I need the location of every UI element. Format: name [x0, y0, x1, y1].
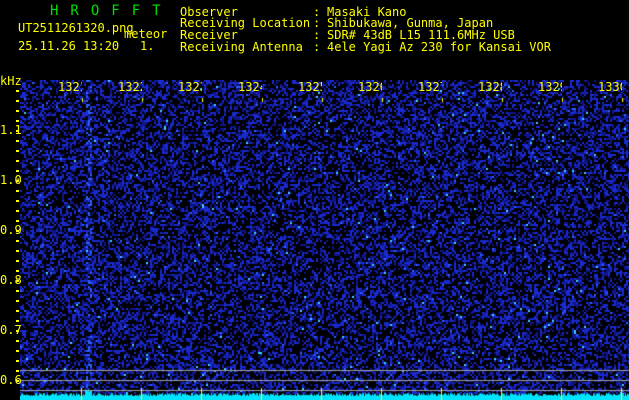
y-tick-label: 1.1 [0, 123, 22, 137]
x-tick-label: 1323 [178, 80, 202, 94]
y-tick-label: 0.9 [0, 223, 22, 237]
file-name: UT2511261320.png [18, 21, 134, 35]
y-tick-mark [16, 300, 19, 302]
y-tick-mark [16, 330, 19, 332]
y-tick-mark [16, 270, 19, 272]
y-unit: kHz [0, 74, 22, 88]
observer-value: Masaki Kano [327, 5, 407, 19]
x-tick-label: 1322 [118, 80, 142, 94]
location-value: Shibukawa, Gunma, Japan [327, 16, 494, 30]
y-tick-mark [16, 210, 19, 212]
y-tick-mark [16, 160, 19, 162]
colon: : [313, 5, 321, 19]
y-tick-mark [16, 310, 19, 312]
observer-label: Observer [180, 5, 238, 19]
y-tick-mark [16, 360, 19, 362]
colon: : [313, 16, 321, 30]
colon: : [313, 40, 321, 54]
y-tick-mark [16, 150, 19, 152]
y-tick-mark [16, 340, 19, 342]
mode-label: meteor [124, 27, 168, 41]
y-tick-mark [16, 130, 19, 132]
y-tick-mark [16, 250, 19, 252]
x-tick-label: 1329 [538, 80, 562, 94]
y-tick-mark [16, 120, 19, 122]
x-tick-label: 1327 [418, 80, 442, 94]
x-tick-label: 1330 [598, 80, 622, 94]
receiver-value: SDR# 43dB L15 111.6MHz USB [327, 28, 515, 42]
y-tick-mark [16, 220, 19, 222]
app-logo: HROFFT [50, 3, 173, 19]
x-tick-label: 1328 [478, 80, 502, 94]
y-tick-mark [16, 90, 19, 92]
y-tick-mark [16, 170, 19, 172]
y-tick-mark [16, 230, 19, 232]
y-tick-mark [16, 280, 19, 282]
y-tick-label: 1.0 [0, 173, 22, 187]
location-label: Receiving Location [180, 16, 311, 30]
y-tick-mark [16, 140, 19, 142]
receiver-label: Receiver [180, 28, 238, 42]
y-tick-mark [16, 110, 19, 112]
spectrogram [20, 80, 629, 400]
antenna-label: Receiving Antenna [180, 40, 303, 54]
y-tick-mark [16, 290, 19, 292]
y-tick-mark [16, 100, 19, 102]
x-tick-label: 1324 [238, 80, 262, 94]
x-tick-label: 1325 [298, 80, 322, 94]
y-tick-label: 0.8 [0, 273, 22, 287]
y-tick-mark [16, 370, 19, 372]
y-tick-mark [16, 350, 19, 352]
count: 1. [140, 39, 155, 53]
y-tick-mark [16, 320, 19, 322]
y-tick-mark [16, 380, 19, 382]
y-tick-mark [16, 200, 19, 202]
y-tick-mark [16, 260, 19, 262]
colon: : [313, 28, 321, 42]
y-tick-mark [16, 190, 19, 192]
datetime: 25.11.26 13:20 [18, 39, 120, 53]
y-tick-mark [16, 180, 19, 182]
y-tick-label: 0.6 [0, 373, 22, 387]
y-tick-mark [16, 240, 19, 242]
x-tick-label: 1326 [358, 80, 382, 94]
antenna-value: 4ele Yagi Az 230 for Kansai VOR [327, 40, 551, 54]
y-tick-label: 0.7 [0, 323, 22, 337]
